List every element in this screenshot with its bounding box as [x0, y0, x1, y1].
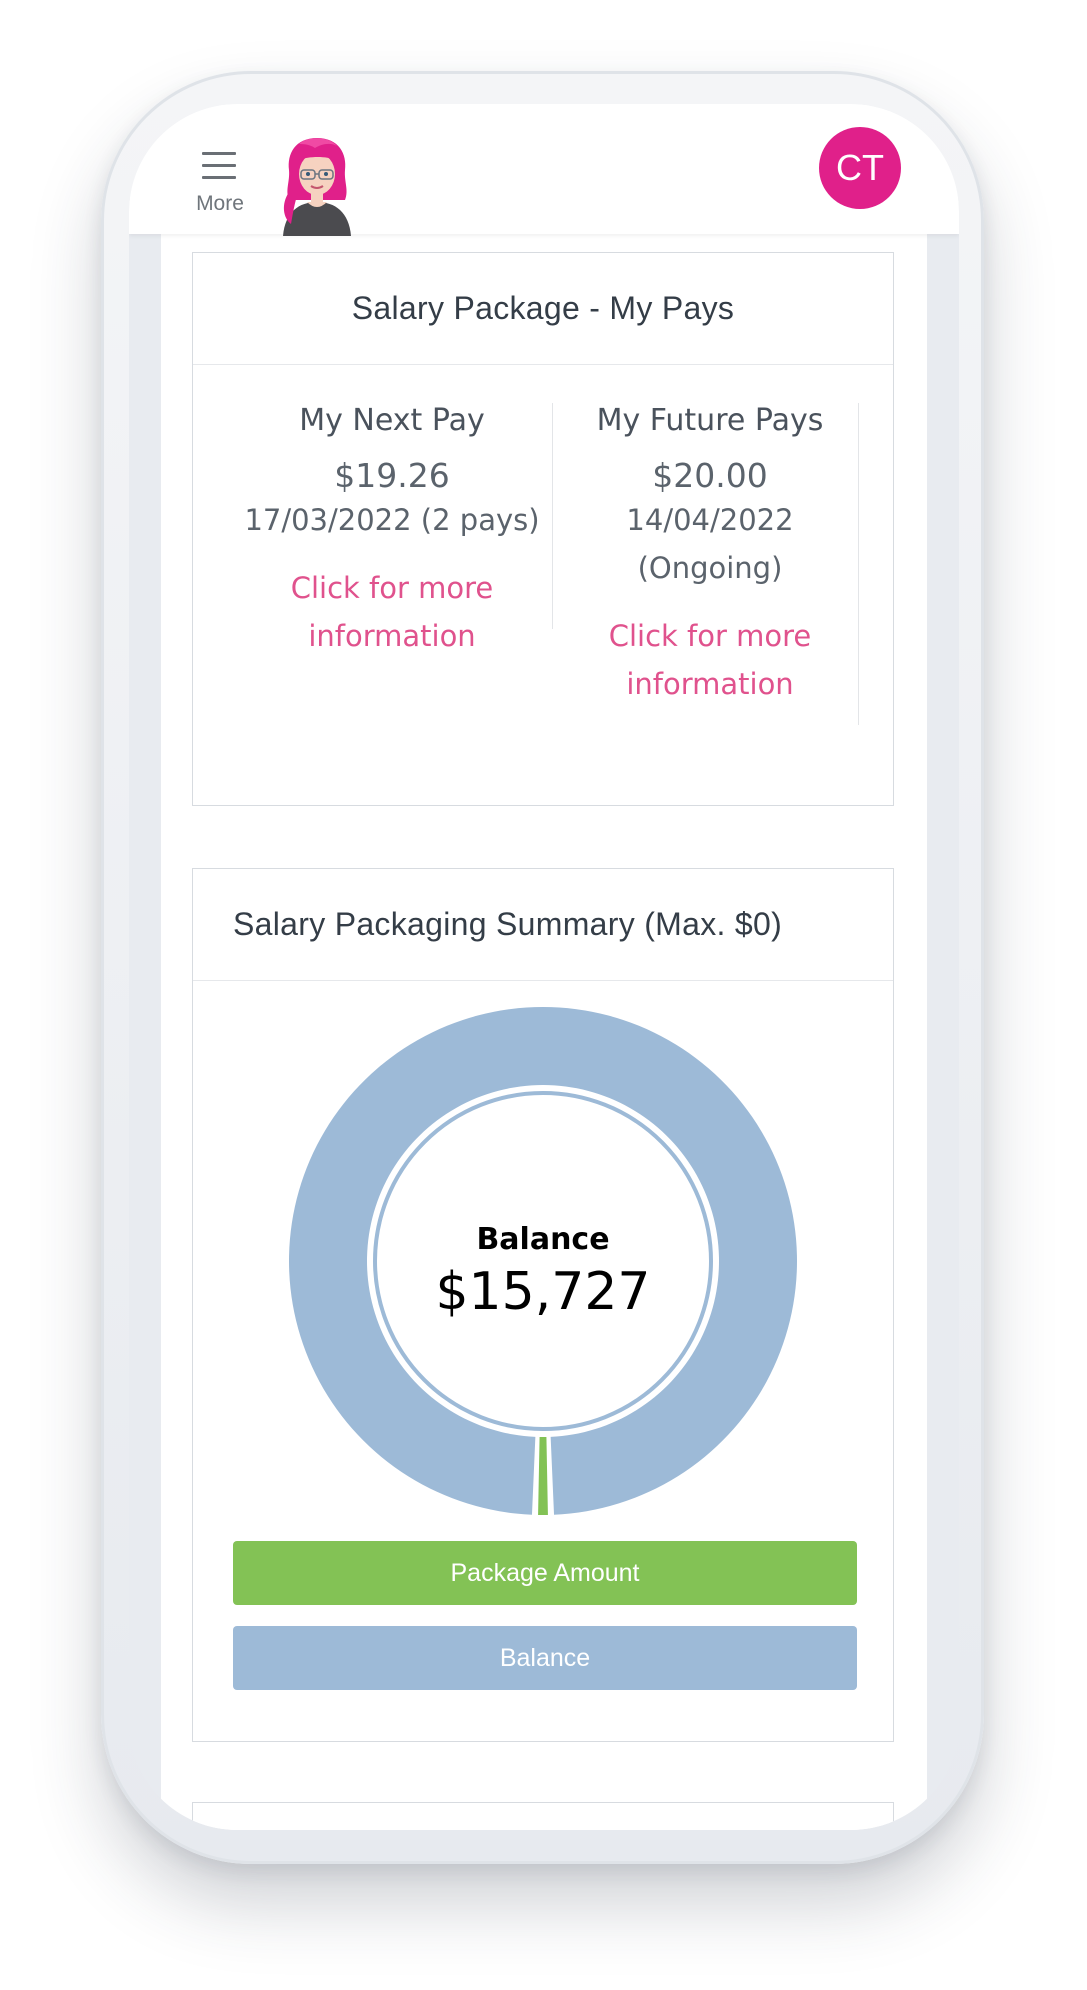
- next-pay-link-line1: Click for more: [290, 571, 494, 605]
- donut-slice-package-amount: [538, 1436, 548, 1515]
- hamburger-icon: [202, 152, 236, 182]
- donut-inner-ring: [373, 1091, 713, 1431]
- user-initials-badge[interactable]: CT: [819, 127, 901, 209]
- legend-balance[interactable]: Balance: [233, 1626, 857, 1690]
- future-pays-ongoing: (Ongoing): [637, 551, 783, 585]
- next-card: [192, 1802, 894, 1830]
- future-pays-title: My Future Pays: [596, 403, 824, 438]
- donut-svg: [288, 1007, 797, 1515]
- future-pays-link-line1: Click for more: [608, 619, 812, 653]
- future-pays-link-line2: information: [626, 667, 794, 701]
- next-pay-date: 17/03/2022 (2 pays): [244, 503, 540, 537]
- top-bar: More CT: [129, 104, 959, 236]
- summary-title: Salary Packaging Summary (Max. $0): [193, 869, 893, 981]
- my-pays-card: Salary Package - My Pays My Next Pay $19…: [192, 252, 894, 806]
- balance-donut-chart: Balance $15,727: [288, 1007, 797, 1515]
- donut-slice-balance: [288, 1007, 797, 1515]
- next-pay-column: My Next Pay $19.26 17/03/2022 (2 pays) C…: [233, 403, 551, 660]
- future-pays-amount: $20.00: [652, 456, 768, 495]
- next-pay-more-info-link[interactable]: Click for more information: [233, 564, 551, 660]
- packaging-summary-card: Salary Packaging Summary (Max. $0) Balan…: [192, 868, 894, 1742]
- next-pay-title: My Next Pay: [299, 403, 485, 438]
- content-area: Salary Package - My Pays My Next Pay $19…: [161, 234, 927, 1830]
- next-pay-amount: $19.26: [334, 456, 450, 495]
- next-pay-link-line2: information: [308, 619, 476, 653]
- more-menu-button[interactable]: More: [187, 144, 253, 224]
- donut-center-value: $15,727: [435, 1262, 651, 1322]
- assistant-avatar: [283, 138, 351, 236]
- column-divider: [552, 403, 553, 629]
- donut-center-title: Balance: [476, 1222, 610, 1257]
- phone-screen: More CT Salary Package - My Pays My Next…: [129, 104, 959, 1830]
- my-pays-title: Salary Package - My Pays: [193, 253, 893, 365]
- more-menu-label: More: [196, 192, 244, 215]
- column-divider-right: [858, 403, 859, 725]
- future-pays-column: My Future Pays $20.00 14/04/2022 (Ongoin…: [553, 403, 867, 708]
- future-pays-date: 14/04/2022: [626, 503, 794, 537]
- future-pays-more-info-link[interactable]: Click for more information: [553, 612, 867, 708]
- legend-package-amount[interactable]: Package Amount: [233, 1541, 857, 1605]
